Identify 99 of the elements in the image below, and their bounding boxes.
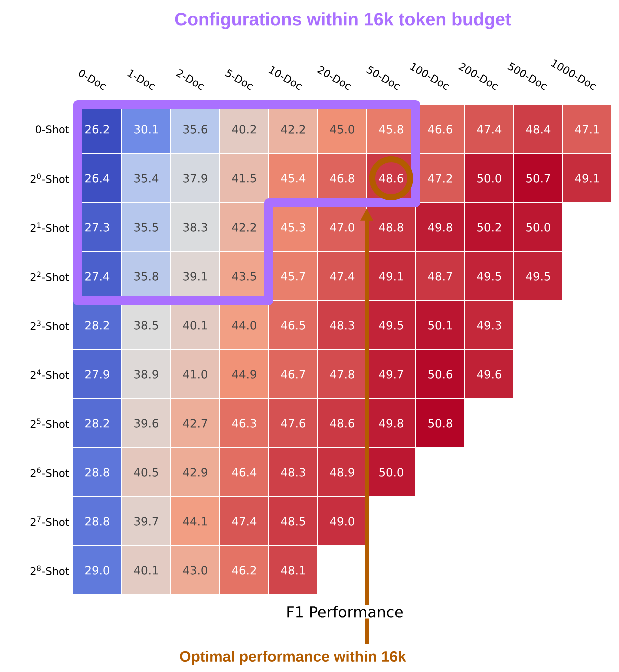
data-label: 35.5: [134, 223, 158, 232]
data-label: 38.5: [134, 321, 158, 330]
data-label: 47.4: [330, 272, 355, 281]
data-label: 48.9: [330, 468, 354, 477]
data-label: 50.7: [526, 174, 550, 183]
data-label: 49.8: [379, 419, 404, 428]
data-label: 44.9: [232, 370, 256, 379]
data-label: 40.1: [134, 566, 158, 575]
data-label: 50.6: [428, 370, 453, 379]
data-label: 50.2: [478, 223, 502, 232]
data-label: 46.8: [330, 174, 354, 183]
data-label: 49.0: [330, 517, 354, 526]
data-label: 35.4: [134, 174, 159, 183]
data-label: 45.0: [330, 125, 354, 134]
data-label: 49.1: [379, 272, 404, 281]
data-label: 48.5: [281, 517, 306, 526]
data-label: 49.5: [379, 321, 404, 330]
y-tick-label: 2$^{2}$-Shot: [30, 272, 70, 282]
y-tick-label: 2$^{8}$-Shot: [30, 566, 70, 576]
y-tick-label: 2$^{4}$-Shot: [30, 370, 70, 380]
data-label: 43.5: [232, 272, 256, 281]
data-label: 46.7: [281, 370, 306, 379]
data-label: 48.3: [281, 468, 306, 477]
data-label: 27.4: [86, 272, 110, 281]
data-label: 42.2: [281, 125, 306, 134]
data-label: 28.2: [86, 321, 110, 330]
data-label: 46.4: [232, 468, 257, 477]
y-tick-label: 2$^{7}$-Shot: [30, 516, 70, 526]
data-label: 47.8: [330, 370, 354, 379]
data-label: 50.0: [526, 223, 550, 232]
data-label: 28.8: [86, 468, 110, 477]
data-label: 49.5: [526, 272, 550, 281]
data-label: 47.2: [428, 174, 452, 183]
data-label: 48.1: [281, 566, 306, 575]
data-label: 50.0: [478, 174, 502, 183]
y-tick-label: 2$^{3}$-Shot: [30, 320, 70, 330]
data-label: 39.7: [134, 517, 158, 526]
data-label: 45.3: [281, 223, 306, 232]
data-label: 39.1: [184, 272, 208, 281]
data-label: 45.7: [281, 272, 306, 281]
y-tick-label: 2$^{6}$-Shot: [30, 468, 70, 478]
data-label: 48.7: [428, 272, 452, 281]
data-label: 41.0: [183, 370, 208, 379]
data-label: 41.5: [232, 174, 256, 183]
data-label: 28.2: [86, 419, 110, 428]
data-label: 37.9: [184, 174, 208, 183]
data-label: 46.5: [281, 321, 306, 330]
data-label: 40.1: [183, 321, 208, 330]
data-label: 28.8: [86, 517, 110, 526]
y-tick-label: 0-Shot: [36, 125, 70, 134]
data-label: 26.2: [86, 125, 110, 134]
data-label: 47.1: [575, 125, 600, 134]
data-label: 27.9: [86, 370, 110, 379]
data-label: 50.1: [428, 321, 452, 330]
data-label: 44.1: [183, 517, 208, 526]
data-label: 45.4: [281, 174, 306, 183]
data-label: 50.8: [428, 419, 452, 428]
data-label: 30.1: [134, 125, 158, 134]
data-label: 38.9: [134, 370, 158, 379]
data-label: 48.3: [330, 321, 354, 330]
text: Optimal performance within 16k: [180, 651, 406, 665]
data-label: 46.3: [232, 419, 256, 428]
chart-title: Configurations within 16k token budget: [175, 12, 512, 30]
data-label: 47.6: [281, 419, 306, 428]
data-label: 39.6: [134, 419, 159, 428]
data-label: 50.0: [380, 468, 404, 477]
data-label: 49.6: [477, 370, 502, 379]
data-label: 47.4: [477, 125, 502, 134]
x-axis-title: F1 Performance: [288, 606, 403, 618]
data-label: 49.7: [379, 370, 404, 379]
data-label: 45.8: [379, 125, 404, 134]
data-label: 44.0: [232, 321, 256, 330]
data-label: 29.0: [86, 566, 110, 575]
data-label: 46.2: [232, 566, 256, 575]
y-tick-label: 2$^{5}$-Shot: [30, 418, 70, 428]
data-label: 27.3: [86, 223, 110, 232]
data-label: 40.2: [232, 125, 256, 134]
data-label: 48.8: [379, 223, 404, 232]
data-label: 46.6: [428, 125, 453, 134]
data-label: 26.4: [86, 174, 110, 183]
data-label: 42.2: [232, 223, 256, 232]
data-label: 42.9: [183, 468, 208, 477]
data-label: 49.8: [428, 223, 452, 232]
y-tick-label: 2$^{0}$-Shot: [30, 174, 70, 184]
data-label: 43.0: [183, 566, 208, 575]
data-label: 48.6: [330, 419, 355, 428]
data-label: 38.3: [184, 223, 208, 232]
data-label: 49.3: [477, 321, 502, 330]
data-label: 35.8: [134, 272, 158, 281]
data-label: 47.0: [330, 223, 354, 232]
data-label: 49.1: [575, 174, 600, 183]
data-label: 40.5: [134, 468, 158, 477]
data-label: 47.4: [232, 517, 257, 526]
data-label: 35.6: [184, 125, 208, 134]
data-label: 42.7: [183, 419, 208, 428]
y-tick-label: 2$^{1}$-Shot: [30, 222, 70, 232]
data-label: 48.4: [526, 125, 551, 134]
data-label: 48.6: [379, 174, 404, 183]
data-label: 49.5: [477, 272, 502, 281]
